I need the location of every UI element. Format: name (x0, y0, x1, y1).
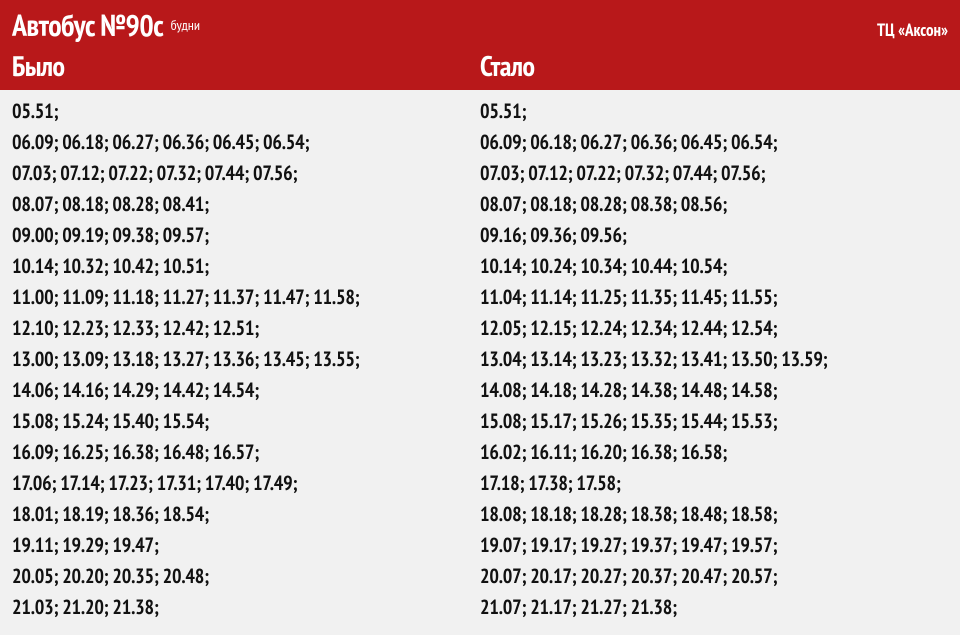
column-before: 05.51;06.09; 06.18; 06.27; 06.36; 06.45;… (12, 96, 480, 623)
after-row: 09.16; 09.36; 09.56; (480, 220, 948, 251)
route-title: Автобус №90с (12, 6, 163, 45)
before-row: 14.06; 14.16; 14.29; 14.42; 14.54; (12, 375, 480, 406)
before-row: 18.01; 18.19; 18.36; 18.54; (12, 499, 480, 530)
before-row: 21.03; 21.20; 21.38; (12, 592, 480, 623)
route-title-block: Автобус №90с будни (12, 6, 200, 45)
before-row: 17.06; 17.14; 17.23; 17.31; 17.40; 17.49… (12, 468, 480, 499)
before-row: 08.07; 08.18; 08.28; 08.41; (12, 189, 480, 220)
after-row: 11.04; 11.14; 11.25; 11.35; 11.45; 11.55… (480, 282, 948, 313)
before-row: 05.51; (12, 96, 480, 127)
after-row: 10.14; 10.24; 10.34; 10.44; 10.54; (480, 251, 948, 282)
after-row: 19.07; 19.17; 19.27; 19.37; 19.47; 19.57… (480, 530, 948, 561)
before-row: 20.05; 20.20; 20.35; 20.48; (12, 561, 480, 592)
after-row: 13.04; 13.14; 13.23; 13.32; 13.41; 13.50… (480, 344, 948, 375)
schedule-header: Автобус №90с будни ТЦ «Аксон» Было Стало (0, 0, 960, 90)
before-row: 16.09; 16.25; 16.38; 16.48; 16.57; (12, 437, 480, 468)
before-row: 12.10; 12.23; 12.33; 12.42; 12.51; (12, 313, 480, 344)
before-row: 15.08; 15.24; 15.40; 15.54; (12, 406, 480, 437)
column-headers: Было Стало (12, 47, 948, 84)
stop-name: ТЦ «Аксон» (877, 19, 948, 41)
after-row: 05.51; (480, 96, 948, 127)
after-row: 21.07; 21.17; 21.27; 21.38; (480, 592, 948, 623)
before-row: 06.09; 06.18; 06.27; 06.36; 06.45; 06.54… (12, 127, 480, 158)
after-row: 12.05; 12.15; 12.24; 12.34; 12.44; 12.54… (480, 313, 948, 344)
col-header-after: Стало (480, 47, 948, 84)
after-row: 08.07; 08.18; 08.28; 08.38; 08.56; (480, 189, 948, 220)
day-type: будни (171, 16, 200, 34)
before-row: 11.00; 11.09; 11.18; 11.27; 11.37; 11.47… (12, 282, 480, 313)
after-row: 07.03; 07.12; 07.22; 07.32; 07.44; 07.56… (480, 158, 948, 189)
after-row: 14.08; 14.18; 14.28; 14.38; 14.48; 14.58… (480, 375, 948, 406)
schedule-body: 05.51;06.09; 06.18; 06.27; 06.36; 06.45;… (0, 90, 960, 635)
col-header-before: Было (12, 47, 480, 84)
after-row: 17.18; 17.38; 17.58; (480, 468, 948, 499)
title-row: Автобус №90с будни ТЦ «Аксон» (12, 6, 948, 45)
after-row: 15.08; 15.17; 15.26; 15.35; 15.44; 15.53… (480, 406, 948, 437)
column-after: 05.51;06.09; 06.18; 06.27; 06.36; 06.45;… (480, 96, 948, 623)
after-row: 18.08; 18.18; 18.28; 18.38; 18.48; 18.58… (480, 499, 948, 530)
before-row: 07.03; 07.12; 07.22; 07.32; 07.44; 07.56… (12, 158, 480, 189)
before-row: 13.00; 13.09; 13.18; 13.27; 13.36; 13.45… (12, 344, 480, 375)
after-row: 06.09; 06.18; 06.27; 06.36; 06.45; 06.54… (480, 127, 948, 158)
after-row: 20.07; 20.17; 20.27; 20.37; 20.47; 20.57… (480, 561, 948, 592)
before-row: 19.11; 19.29; 19.47; (12, 530, 480, 561)
before-row: 09.00; 09.19; 09.38; 09.57; (12, 220, 480, 251)
before-row: 10.14; 10.32; 10.42; 10.51; (12, 251, 480, 282)
after-row: 16.02; 16.11; 16.20; 16.38; 16.58; (480, 437, 948, 468)
